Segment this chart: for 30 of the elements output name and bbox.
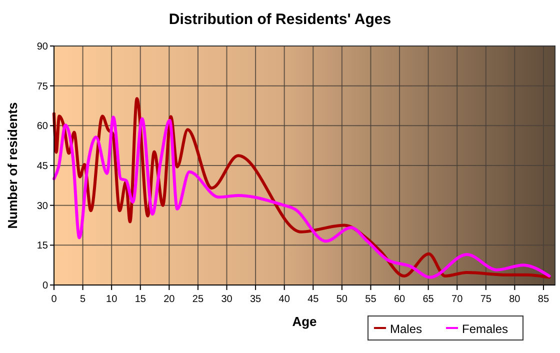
y-tick-label: 30: [36, 200, 48, 212]
y-tick-label: 45: [36, 161, 48, 172]
y-tick-label: 75: [36, 81, 48, 92]
x-tick-label: 10: [106, 294, 118, 305]
x-tick-label: 40: [278, 294, 290, 305]
x-tick-label: 20: [164, 294, 176, 305]
x-tick-label: 5: [80, 294, 86, 305]
x-tick-label: 80: [509, 294, 521, 305]
x-tick-label: 60: [394, 294, 406, 305]
x-tick-label: 75: [480, 294, 492, 305]
x-tick-label: 50: [336, 294, 348, 305]
x-tick-label: 35: [250, 294, 262, 305]
x-tick-label: 45: [308, 294, 320, 305]
x-tick-label: 25: [192, 294, 204, 305]
x-tick-label: 55: [365, 294, 377, 305]
x-tick-label: 0: [51, 294, 58, 305]
x-tick-label: 65: [422, 294, 434, 305]
y-tick-label: 0: [42, 280, 48, 292]
y-tick-label: 15: [36, 240, 48, 252]
y-tick-label: 90: [36, 42, 48, 52]
x-tick-label: 70: [452, 294, 464, 305]
y-tick-label: 60: [36, 121, 48, 132]
x-tick-label: 85: [538, 294, 550, 305]
chart-title: Distribution of Residents' Ages: [168, 11, 392, 28]
legend-label: Males: [390, 322, 422, 336]
y-axis-title: Number of residents: [5, 102, 20, 229]
x-tick-label: 30: [221, 294, 233, 305]
legend-label: Females: [462, 322, 508, 336]
x-axis-title: Age: [292, 314, 317, 329]
x-tick-label: 15: [134, 294, 146, 305]
